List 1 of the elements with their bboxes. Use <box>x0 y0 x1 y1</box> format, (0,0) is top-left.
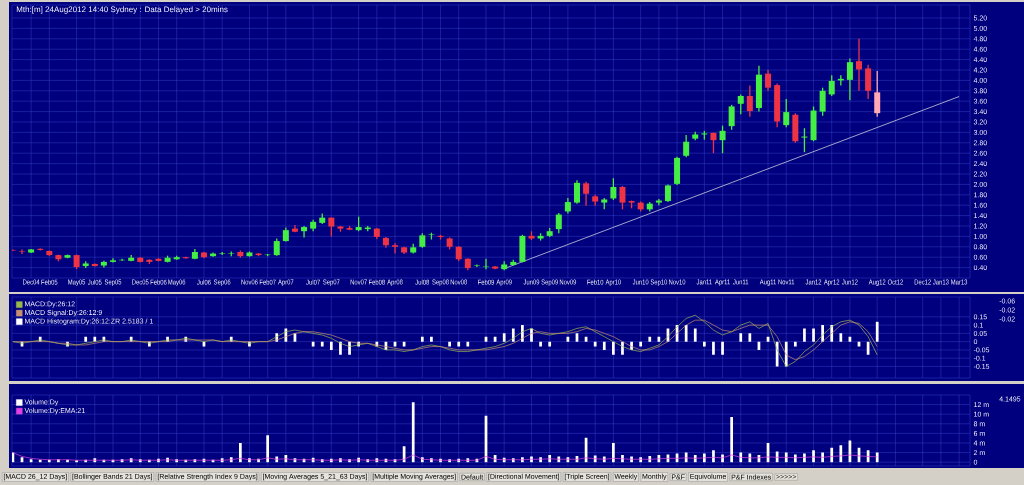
chart-title: Mth:[m] 24Aug2012 14:40 Sydney : Data Delayed > 20mins <box>16 6 228 14</box>
